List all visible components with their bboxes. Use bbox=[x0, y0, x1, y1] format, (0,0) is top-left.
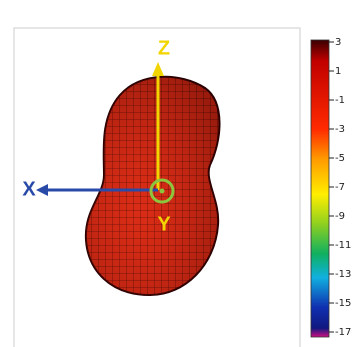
colorbar-tick-label: -5 bbox=[335, 153, 345, 164]
y-axis-label: Y bbox=[157, 213, 171, 235]
colorbar-tick-label: -13 bbox=[335, 269, 351, 280]
colorbar-tick-label: -11 bbox=[335, 240, 351, 251]
colorbar-tick-label: -1 bbox=[335, 95, 345, 106]
colorbar bbox=[310, 39, 330, 338]
colorbar-ticks: 3 1 -1 -3 -5 -7 -9 -11 -13 -15 -17 bbox=[329, 37, 351, 338]
colorbar-tick-label: 3 bbox=[335, 37, 341, 48]
z-axis-label: Z bbox=[158, 37, 170, 59]
colorbar-tick-label: -9 bbox=[335, 211, 345, 222]
colorbar-tick-label: -15 bbox=[335, 298, 351, 309]
colorbar-tick-label: -3 bbox=[335, 124, 345, 135]
colorbar-tick-label: -7 bbox=[335, 182, 345, 193]
colorbar-tick-label: -17 bbox=[335, 327, 351, 338]
axes-triad bbox=[36, 62, 175, 204]
colorbar-tick-label: 1 bbox=[335, 66, 341, 77]
x-axis-label: X bbox=[22, 178, 36, 200]
